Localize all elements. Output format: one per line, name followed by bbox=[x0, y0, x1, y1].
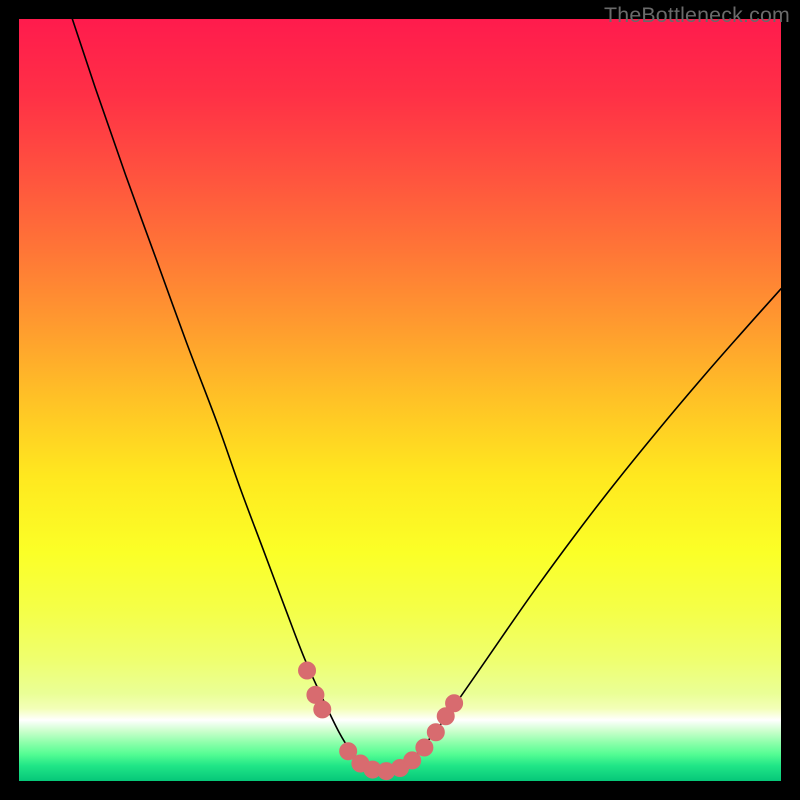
marker-dot bbox=[404, 752, 421, 769]
chart-frame: TheBottleneck.com bbox=[0, 0, 800, 800]
bottleneck-chart bbox=[19, 19, 781, 781]
chart-background bbox=[19, 19, 781, 781]
marker-dot bbox=[416, 739, 433, 756]
marker-dot bbox=[299, 662, 316, 679]
marker-dot bbox=[427, 724, 444, 741]
marker-dot bbox=[314, 701, 331, 718]
watermark-text: TheBottleneck.com bbox=[604, 3, 790, 28]
marker-dot bbox=[446, 695, 463, 712]
